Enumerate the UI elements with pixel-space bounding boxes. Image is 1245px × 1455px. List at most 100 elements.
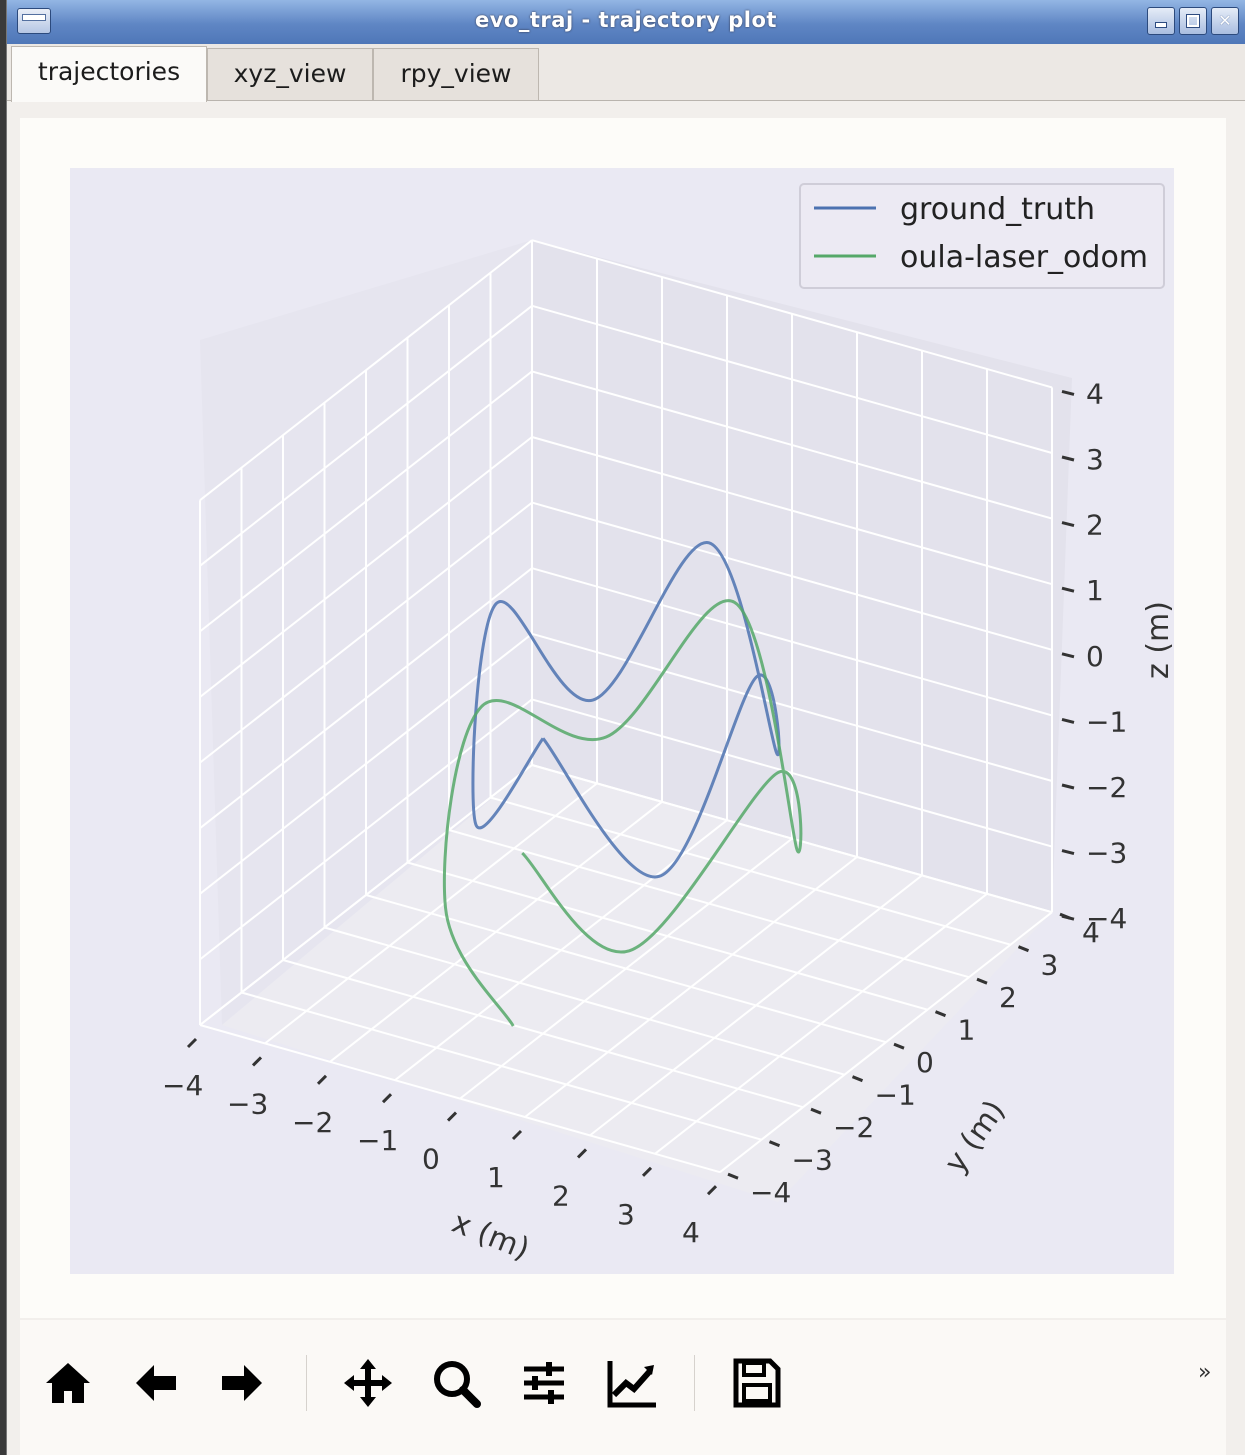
- z-tick-mark: [1061, 521, 1075, 528]
- back-icon[interactable]: [128, 1355, 184, 1411]
- grid-line: [199, 305, 533, 567]
- z-axis-label: z (m): [1141, 601, 1176, 679]
- grid-line: [199, 436, 533, 698]
- y-tick-mark: [727, 1172, 739, 1180]
- minimize-button[interactable]: [1147, 7, 1175, 35]
- minimize-icon: [1155, 22, 1167, 28]
- y-tick-label: −1: [875, 1079, 916, 1112]
- zoom-icon[interactable]: [428, 1355, 484, 1411]
- grid-line: [199, 501, 533, 764]
- y-tick-label: −3: [792, 1144, 833, 1177]
- x-tick-mark: [316, 1074, 328, 1085]
- close-icon: ✕: [1218, 11, 1232, 30]
- x-axis-label: x (m): [447, 1205, 534, 1267]
- legend: ground_truth oula-laser_odom: [799, 183, 1165, 289]
- grid-line: [448, 829, 970, 979]
- toolbar-overflow-button[interactable]: »: [1198, 1360, 1212, 1385]
- z-tick-label: −4: [1086, 902, 1127, 935]
- home-icon[interactable]: [40, 1355, 96, 1411]
- y-tick-mark: [810, 1107, 822, 1115]
- forward-icon[interactable]: [214, 1355, 270, 1411]
- tab-trajectories[interactable]: trajectories: [11, 46, 207, 102]
- y-axis-label: y (m): [938, 1094, 1013, 1180]
- grid-line: [199, 370, 533, 633]
- z-tick-mark: [1061, 652, 1075, 659]
- legend-label-ground-truth: ground_truth: [900, 192, 1095, 227]
- grid-line: [719, 911, 1053, 1173]
- y-tick-mark: [976, 977, 988, 985]
- tab-rpy-view[interactable]: rpy_view: [373, 48, 539, 100]
- x-tick-label: 0: [422, 1143, 440, 1176]
- z-tick-label: 0: [1086, 640, 1104, 673]
- y-tick-mark: [851, 1075, 864, 1083]
- z-tick-label: −1: [1086, 705, 1127, 738]
- window-menu-icon[interactable]: [17, 8, 51, 34]
- grid-lines: [199, 239, 1053, 1174]
- z-tick-mark: [1061, 717, 1075, 724]
- y-tick-mark: [1017, 945, 1030, 953]
- back-wall: [532, 240, 1072, 912]
- edit-axis-icon[interactable]: [604, 1355, 660, 1411]
- z-tick-label: −3: [1086, 837, 1127, 870]
- grid-line: [531, 501, 1053, 651]
- grid-line: [531, 370, 1053, 520]
- y-tick-label: 0: [916, 1046, 934, 1079]
- maximize-button[interactable]: [1179, 7, 1207, 35]
- maximize-icon: [1186, 14, 1200, 28]
- z-tick-label: 2: [1086, 509, 1104, 542]
- z-tick-mark: [1061, 455, 1075, 462]
- save-icon[interactable]: [728, 1355, 784, 1411]
- pan-icon[interactable]: [340, 1355, 396, 1411]
- grid-line: [531, 304, 1053, 454]
- grid-line: [524, 856, 858, 1118]
- grid-line: [199, 239, 533, 501]
- configure-subplots-icon[interactable]: [516, 1355, 572, 1411]
- z-tick-mark: [1061, 914, 1075, 921]
- x-tick-mark: [381, 1093, 393, 1104]
- y-tick-label: 2: [999, 981, 1017, 1014]
- x-tick-mark: [446, 1111, 458, 1122]
- x-tick-mark: [641, 1166, 653, 1177]
- y-tick-label: −4: [750, 1176, 791, 1209]
- tab-xyz-view[interactable]: xyz_view: [207, 48, 373, 100]
- z-tick-label: 1: [1086, 574, 1104, 607]
- x-tick-mark: [251, 1056, 263, 1067]
- y-tick-label: 3: [1041, 949, 1059, 982]
- close-button[interactable]: ✕: [1211, 7, 1239, 35]
- y-tick-label: 1: [958, 1014, 976, 1047]
- x-tick-mark: [186, 1037, 198, 1049]
- x-tick-label: 3: [617, 1198, 635, 1231]
- trajectory-oula-laser-odom: [442, 599, 803, 1027]
- z-tick-mark: [1061, 389, 1075, 396]
- grid-line: [531, 436, 1053, 586]
- x-tick-mark: [511, 1129, 523, 1141]
- x-tick-label: −4: [162, 1069, 203, 1102]
- z-tick-mark: [1061, 849, 1075, 856]
- title-bar[interactable]: evo_traj - trajectory plot ✕: [7, 0, 1245, 45]
- x-tick-label: 1: [487, 1161, 505, 1194]
- x-tick-mark: [706, 1185, 718, 1196]
- z-tick-label: 4: [1086, 377, 1104, 410]
- y-tick-label: 4: [1082, 916, 1100, 949]
- window-title: evo_traj - trajectory plot: [475, 8, 777, 32]
- x-tick-label: −3: [227, 1087, 268, 1120]
- grid-line: [490, 796, 1011, 946]
- y-tick-mark: [768, 1140, 781, 1148]
- x-tick-label: −2: [292, 1106, 333, 1139]
- trajectory-ground-truth: [471, 541, 781, 879]
- z-tick-label: 3: [1086, 443, 1104, 476]
- y-tick-mark: [893, 1042, 905, 1050]
- floor-pane: [222, 765, 1052, 1202]
- z-tick-mark: [1061, 586, 1075, 593]
- y-tick-mark: [934, 1010, 947, 1018]
- grid-line: [531, 764, 1053, 914]
- grid-line: [654, 893, 988, 1155]
- legend-label-oula-laser-odom: oula-laser_odom: [900, 240, 1148, 275]
- x-tick-mark: [576, 1148, 588, 1159]
- x-tick-label: 2: [552, 1179, 570, 1212]
- toolbar-separator: [306, 1355, 307, 1411]
- tab-bar: trajectories xyz_view rpy_view: [7, 44, 1245, 102]
- toolbar-separator: [694, 1355, 695, 1411]
- grid-line: [407, 861, 928, 1011]
